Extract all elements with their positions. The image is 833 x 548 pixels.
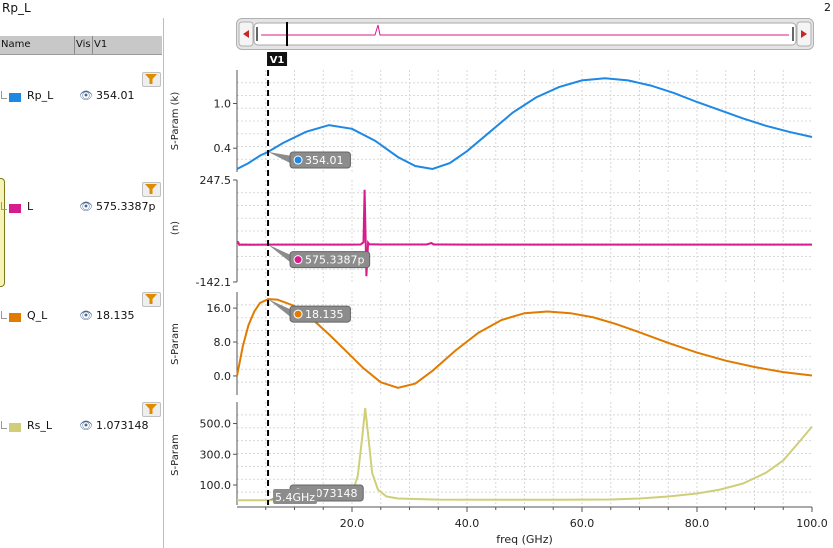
tree-connector — [1, 91, 7, 99]
series-line-rp-l — [236, 77, 813, 171]
selection-marker — [0, 178, 5, 287]
color-swatch — [9, 423, 21, 432]
column-divider[interactable] — [92, 36, 93, 54]
marker-value-label: 1.073148 — [305, 487, 358, 500]
y-tick-label: 0.0 — [214, 370, 232, 383]
cursor-x-readout: 5.4GHz — [275, 491, 315, 504]
arrow-right-icon — [801, 30, 807, 38]
y-axis-label: S-Param (k) — [170, 92, 181, 151]
eye-icon[interactable]: 👁︎ — [79, 419, 93, 432]
legend-row-l[interactable]: L 👁︎ 575.3387p — [0, 199, 162, 223]
tree-connector — [1, 202, 7, 210]
y-axis-label: (n) — [170, 221, 181, 235]
y-tick-label: 16.0 — [207, 302, 232, 315]
y-tick-label: 0.4 — [214, 142, 232, 155]
cursor-label-box[interactable] — [267, 52, 288, 66]
y-tick-label: 247.5 — [200, 174, 232, 187]
legend-header: Name Vis V1 — [0, 36, 162, 55]
marker-tooltip[interactable] — [289, 305, 351, 323]
marker-dot — [293, 155, 303, 165]
column-header-name[interactable]: Name — [1, 39, 31, 50]
panel-splitter[interactable] — [163, 18, 164, 548]
color-swatch — [9, 204, 21, 213]
cursor-label: V1 — [270, 55, 285, 66]
marker-value-label: 354.01 — [305, 154, 344, 167]
x-axis-label: freq (GHz) — [496, 533, 553, 546]
series-line-l — [236, 189, 812, 277]
x-tick-label: 80.0 — [685, 517, 710, 530]
tooltip-pointer — [268, 244, 293, 264]
x-tick-label: 100.0 — [796, 517, 828, 530]
column-header-vis[interactable]: Vis — [76, 39, 91, 50]
y-tick-label: -142.1 — [196, 276, 231, 289]
filter-icon[interactable] — [142, 402, 161, 417]
signal-value: 575.3387p — [96, 200, 156, 213]
signal-value: 354.01 — [96, 89, 135, 102]
legend-row-rp-l[interactable]: Rp_L 👁︎ 354.01 — [0, 88, 162, 112]
series-line-q-l — [236, 298, 813, 389]
marker-tooltip[interactable] — [289, 251, 371, 269]
x-tick-label: 40.0 — [455, 517, 480, 530]
eye-icon[interactable]: 👁︎ — [79, 89, 93, 102]
signal-name: L — [27, 200, 34, 213]
y-tick-label: 8.0 — [214, 336, 232, 349]
filter-icon[interactable] — [142, 292, 161, 307]
overview-scrollbar[interactable] — [236, 18, 814, 50]
eye-icon[interactable]: 👁︎ — [79, 309, 93, 322]
arrow-left-icon — [243, 30, 249, 38]
eye-icon[interactable]: 👁︎ — [79, 200, 93, 213]
y-tick-label: 1.0 — [214, 98, 232, 111]
marker-value-label: 18.135 — [305, 308, 344, 321]
window-title: Rp_L — [2, 1, 31, 15]
y-tick-label: 100.0 — [200, 479, 232, 492]
tree-connector — [1, 311, 7, 319]
x-tick-label: 60.0 — [570, 517, 595, 530]
top-right-text: 2 — [824, 1, 831, 14]
cursor-x-readout-box — [273, 489, 318, 504]
legend-row-rs-l[interactable]: Rs_L 👁︎ 1.073148 — [0, 418, 162, 442]
scroll-thumb[interactable] — [253, 22, 797, 46]
legend-row-q-l[interactable]: Q_L 👁︎ 18.135 — [0, 308, 162, 332]
marker-tooltip[interactable] — [289, 151, 351, 169]
x-tick-label: 20.0 — [340, 517, 365, 530]
signal-value: 1.073148 — [96, 419, 149, 432]
thumb-grip-left[interactable] — [256, 27, 258, 41]
filter-icon[interactable] — [142, 72, 161, 87]
overview-trace — [261, 24, 789, 36]
tooltip-pointer — [268, 151, 293, 164]
marker-value-label: 575.3387p — [305, 254, 364, 267]
marker-dot — [293, 309, 303, 319]
marker-dot — [293, 255, 303, 265]
column-divider[interactable] — [74, 36, 75, 54]
y-tick-label: 500.0 — [200, 418, 232, 431]
signal-value: 18.135 — [96, 309, 135, 322]
signal-name: Q_L — [27, 309, 48, 322]
color-swatch — [9, 313, 21, 322]
y-axis-label: S-Param — [170, 434, 181, 476]
tooltip-pointer — [268, 299, 293, 319]
filter-icon[interactable] — [142, 182, 161, 197]
color-swatch — [9, 93, 21, 102]
thumb-grip-right[interactable] — [792, 27, 794, 41]
signal-name: Rp_L — [27, 89, 54, 102]
tree-connector — [1, 421, 7, 429]
column-header-v1[interactable]: V1 — [94, 39, 108, 50]
y-tick-label: 300.0 — [200, 448, 232, 461]
y-axis-label: S-Param — [170, 323, 181, 365]
signal-name: Rs_L — [27, 419, 53, 432]
